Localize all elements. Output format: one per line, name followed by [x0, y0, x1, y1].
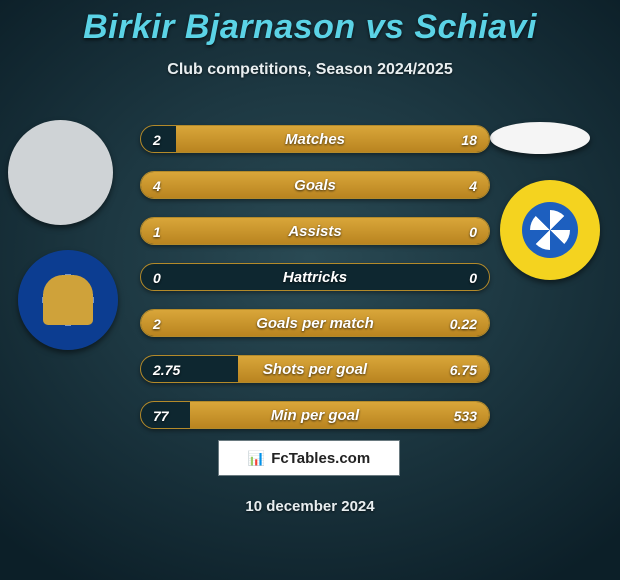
fctables-logo[interactable]: 📊 FcTables.com — [218, 440, 400, 476]
stat-row: 77Min per goal533 — [140, 401, 490, 429]
stat-row: 4Goals4 — [140, 171, 490, 199]
stat-row: 1Assists0 — [140, 217, 490, 245]
stats-column: 2Matches184Goals41Assists00Hattricks02Go… — [140, 125, 490, 447]
stat-row: 2Goals per match0.22 — [140, 309, 490, 337]
stat-label: Assists — [141, 218, 489, 245]
stat-value-right: 18 — [461, 126, 477, 153]
stat-row: 2Matches18 — [140, 125, 490, 153]
footer-date: 10 december 2024 — [0, 498, 620, 515]
page-title: Birkir Bjarnason vs Schiavi — [0, 0, 620, 47]
stat-value-right: 0.22 — [450, 310, 477, 337]
subtitle: Club competitions, Season 2024/2025 — [0, 61, 620, 79]
stat-value-right: 4 — [469, 172, 477, 199]
stat-label: Matches — [141, 126, 489, 153]
chart-icon: 📊 — [248, 450, 265, 467]
club-badge-right — [500, 180, 600, 280]
stat-value-right: 0 — [469, 264, 477, 291]
stat-value-right: 0 — [469, 218, 477, 245]
player-left-avatar — [8, 120, 113, 225]
stat-value-right: 6.75 — [450, 356, 477, 383]
brescia-logo-icon — [18, 250, 118, 350]
carrarese-logo-icon — [500, 180, 600, 280]
stat-row: 2.75Shots per goal6.75 — [140, 355, 490, 383]
comparison-card: Birkir Bjarnason vs Schiavi Club competi… — [0, 0, 620, 580]
stat-label: Shots per goal — [141, 356, 489, 383]
stat-value-right: 533 — [454, 402, 477, 429]
stat-label: Goals — [141, 172, 489, 199]
brand-text: FcTables.com — [271, 450, 370, 467]
stat-row: 0Hattricks0 — [140, 263, 490, 291]
stat-label: Min per goal — [141, 402, 489, 429]
stat-label: Goals per match — [141, 310, 489, 337]
player-right-avatar — [490, 122, 590, 154]
club-badge-left — [18, 250, 118, 350]
stat-label: Hattricks — [141, 264, 489, 291]
